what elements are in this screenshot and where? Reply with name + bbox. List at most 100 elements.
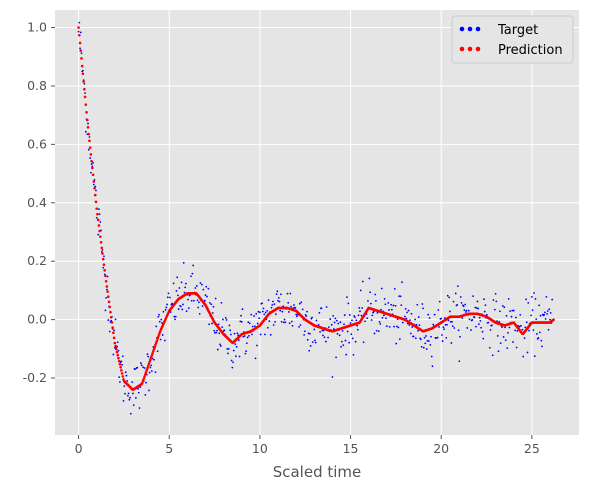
target-point bbox=[90, 163, 93, 166]
target-point bbox=[110, 319, 113, 322]
target-point bbox=[129, 396, 131, 399]
target-point bbox=[314, 341, 317, 344]
prediction-point bbox=[104, 280, 108, 283]
target-point bbox=[352, 353, 355, 356]
target-point bbox=[295, 313, 298, 316]
target-point bbox=[409, 319, 411, 322]
target-point bbox=[79, 31, 82, 34]
target-point bbox=[333, 321, 336, 324]
target-point bbox=[264, 333, 266, 336]
target-point bbox=[390, 303, 393, 306]
target-point bbox=[453, 327, 456, 329]
target-point bbox=[406, 311, 409, 314]
target-point bbox=[505, 314, 508, 317]
target-point bbox=[337, 322, 340, 325]
target-point bbox=[425, 348, 428, 350]
target-point bbox=[295, 315, 298, 318]
target-point bbox=[396, 325, 398, 328]
target-point bbox=[378, 320, 381, 323]
target-point bbox=[545, 295, 548, 298]
prediction-point bbox=[78, 41, 82, 45]
target-point bbox=[192, 264, 195, 267]
target-point bbox=[158, 320, 161, 323]
prediction-point bbox=[92, 180, 96, 183]
prediction-point bbox=[118, 362, 122, 366]
target-point bbox=[298, 325, 300, 328]
target-point bbox=[97, 208, 100, 211]
target-point bbox=[350, 333, 353, 336]
target-point bbox=[360, 314, 363, 317]
prediction-point bbox=[81, 72, 85, 76]
target-point bbox=[224, 317, 227, 319]
target-point bbox=[388, 309, 390, 311]
target-point bbox=[374, 293, 377, 296]
target-point bbox=[159, 338, 162, 341]
target-point bbox=[521, 328, 524, 331]
target-point bbox=[435, 337, 438, 340]
target-point bbox=[343, 323, 345, 326]
target-point bbox=[154, 371, 157, 373]
target-point bbox=[128, 398, 131, 401]
target-point bbox=[271, 304, 274, 306]
target-point bbox=[99, 221, 102, 223]
target-point bbox=[103, 255, 105, 258]
prediction-point bbox=[86, 126, 90, 129]
target-point bbox=[226, 348, 229, 350]
prediction-point bbox=[83, 95, 87, 99]
target-point bbox=[530, 296, 533, 298]
prediction-point bbox=[552, 318, 555, 321]
target-point bbox=[483, 298, 485, 301]
target-point bbox=[178, 287, 181, 289]
target-point bbox=[217, 323, 220, 326]
prediction-point bbox=[93, 187, 96, 190]
target-point bbox=[167, 292, 170, 295]
y-tick-label: 0.6 bbox=[27, 136, 47, 151]
prediction-point bbox=[119, 365, 122, 369]
target-point bbox=[121, 363, 123, 366]
target-point bbox=[106, 275, 109, 278]
prediction-point bbox=[110, 321, 114, 324]
prediction-point bbox=[120, 369, 123, 372]
target-point bbox=[450, 342, 453, 344]
target-point bbox=[228, 324, 231, 327]
target-point bbox=[388, 325, 391, 328]
target-point bbox=[401, 281, 403, 284]
target-point bbox=[294, 307, 297, 309]
target-point bbox=[251, 325, 254, 328]
target-point bbox=[449, 320, 452, 323]
prediction-point bbox=[117, 359, 121, 363]
target-point bbox=[239, 320, 242, 323]
target-point bbox=[277, 299, 279, 302]
target-point bbox=[327, 336, 329, 339]
prediction-point bbox=[89, 153, 93, 156]
target-point bbox=[121, 355, 124, 358]
target-point bbox=[187, 298, 189, 301]
target-point bbox=[511, 309, 514, 312]
target-point bbox=[319, 330, 321, 333]
target-point bbox=[314, 339, 316, 342]
prediction-point bbox=[100, 246, 104, 250]
target-point bbox=[183, 291, 186, 294]
target-point bbox=[379, 323, 382, 325]
target-point bbox=[467, 309, 470, 312]
prediction-point bbox=[147, 362, 151, 366]
target-point bbox=[231, 366, 234, 369]
target-point bbox=[330, 323, 333, 326]
target-point bbox=[335, 356, 337, 359]
target-point bbox=[98, 213, 101, 216]
target-point bbox=[88, 136, 91, 138]
legend-dot-prediction bbox=[475, 46, 481, 52]
target-point bbox=[351, 337, 354, 340]
target-point bbox=[240, 320, 243, 323]
target-point bbox=[234, 343, 237, 346]
target-point bbox=[210, 303, 213, 306]
prediction-point bbox=[157, 335, 160, 338]
target-point bbox=[429, 344, 432, 346]
target-point bbox=[284, 321, 287, 324]
target-point bbox=[166, 303, 168, 306]
target-point bbox=[487, 321, 490, 324]
target-point bbox=[190, 275, 192, 278]
target-point bbox=[492, 299, 495, 301]
target-point bbox=[383, 314, 385, 317]
target-point bbox=[190, 299, 193, 302]
